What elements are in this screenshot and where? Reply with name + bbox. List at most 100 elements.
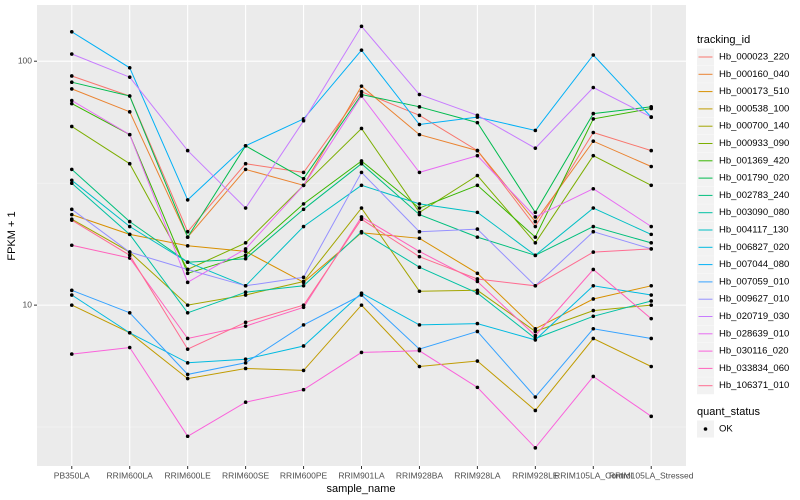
legend-label: Hb_009627_010 xyxy=(719,294,789,305)
data-point xyxy=(185,198,190,202)
data-point xyxy=(301,118,306,123)
data-point xyxy=(591,326,596,331)
data-point xyxy=(591,308,596,313)
x-tick-label: RRIM600SE xyxy=(222,470,270,480)
data-point xyxy=(69,243,74,248)
data-point xyxy=(417,132,422,137)
data-point xyxy=(301,368,306,373)
data-point xyxy=(649,224,654,229)
x-tick-label: PB350LA xyxy=(54,470,90,480)
data-point xyxy=(301,279,306,284)
data-point xyxy=(185,336,190,341)
data-point xyxy=(591,267,596,272)
data-point xyxy=(301,387,306,392)
x-tick-label: RRIM928BA xyxy=(396,470,444,480)
data-point xyxy=(533,235,538,239)
legend-label: Hb_001790_020 xyxy=(719,173,789,184)
data-point xyxy=(69,207,74,212)
data-point xyxy=(243,161,248,166)
data-point xyxy=(591,224,596,229)
data-point xyxy=(591,250,596,254)
data-point xyxy=(475,153,480,158)
data-point xyxy=(185,434,190,439)
data-point xyxy=(417,212,422,217)
data-point xyxy=(591,139,596,143)
data-point xyxy=(475,277,480,281)
data-point xyxy=(359,94,364,98)
x-tick-label: RRIM901LA xyxy=(338,470,385,480)
data-point xyxy=(243,366,248,371)
data-point xyxy=(591,297,596,301)
data-point xyxy=(127,132,132,137)
data-point xyxy=(533,333,538,338)
data-point xyxy=(185,260,190,264)
data-point xyxy=(69,181,74,186)
x-tick-label: RRIM600LE xyxy=(165,470,212,480)
data-point xyxy=(243,241,248,245)
legend-title: quant_status xyxy=(697,406,760,418)
data-point xyxy=(69,218,74,222)
legend-label: Hb_007044_080 xyxy=(719,259,789,270)
data-point xyxy=(591,186,596,191)
data-point xyxy=(243,206,248,210)
x-tick-label: RRIM928LE xyxy=(512,470,559,480)
data-point xyxy=(69,303,74,307)
data-point xyxy=(649,316,654,321)
data-point xyxy=(69,52,74,56)
data-point xyxy=(185,376,190,381)
data-point xyxy=(417,254,422,259)
data-point xyxy=(69,288,74,293)
data-point xyxy=(417,92,422,97)
data-point xyxy=(417,202,422,206)
data-point xyxy=(475,120,480,125)
x-axis-title: sample_name xyxy=(326,483,395,495)
data-point xyxy=(533,128,538,133)
data-point xyxy=(359,293,364,297)
data-point xyxy=(359,170,364,175)
data-point xyxy=(301,183,306,188)
data-point xyxy=(301,202,306,206)
data-point xyxy=(533,446,538,450)
data-point xyxy=(591,130,596,135)
data-point xyxy=(475,235,480,239)
data-point xyxy=(591,314,596,319)
legend-label: Hb_000700_140 xyxy=(719,121,789,132)
data-point xyxy=(359,89,364,94)
data-point xyxy=(649,164,654,169)
legend-label: Hb_007059_010 xyxy=(719,276,789,287)
data-point xyxy=(127,311,132,315)
legend-label: Hb_000160_040 xyxy=(719,69,789,80)
data-point xyxy=(185,271,190,276)
data-point xyxy=(69,167,74,172)
legend-label: Hb_002783_240 xyxy=(719,190,789,201)
data-point xyxy=(301,207,306,212)
data-point xyxy=(649,148,654,153)
data-point xyxy=(69,98,74,103)
data-point xyxy=(185,244,190,248)
data-point xyxy=(359,161,364,166)
legend-title: tracking_id xyxy=(697,34,750,46)
data-point xyxy=(475,385,480,390)
data-point xyxy=(649,115,654,119)
legend-label: Hb_030116_020 xyxy=(719,346,789,357)
data-point xyxy=(533,338,538,342)
data-point xyxy=(301,323,306,327)
data-point xyxy=(417,249,422,254)
data-point xyxy=(649,364,654,369)
data-point xyxy=(533,408,538,413)
data-point xyxy=(591,206,596,210)
data-point xyxy=(127,250,132,254)
data-point xyxy=(359,229,364,234)
data-point xyxy=(243,320,248,325)
data-point xyxy=(243,290,248,294)
data-point xyxy=(475,321,480,326)
legend-label: Hb_006827_020 xyxy=(719,242,789,253)
data-point xyxy=(591,336,596,341)
legend-label: Hb_020719_030 xyxy=(719,311,789,322)
data-point xyxy=(649,303,654,307)
data-point xyxy=(301,284,306,288)
data-point xyxy=(243,143,248,148)
data-point xyxy=(243,247,248,251)
data-point xyxy=(417,236,422,241)
data-point xyxy=(185,372,190,377)
